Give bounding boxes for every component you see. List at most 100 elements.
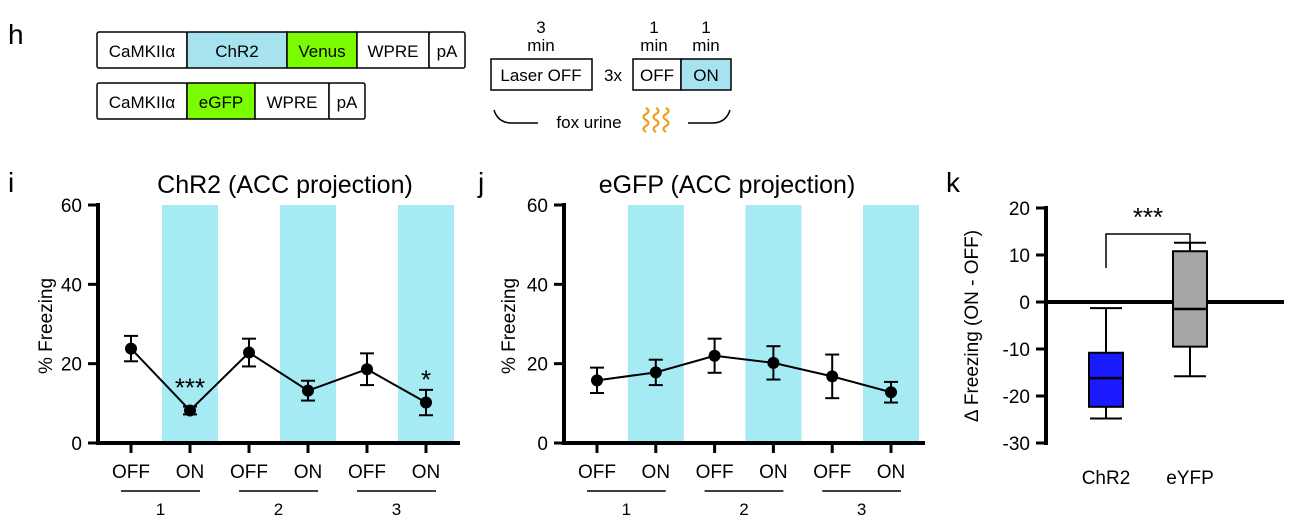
chart-j-data-point	[885, 386, 897, 399]
construct1-opsin-label: ChR2	[215, 42, 258, 61]
protocol-duration-on-number: 1	[701, 18, 710, 37]
chart-j-x-tick-label: ON	[759, 462, 788, 483]
chart-i-title: ChR2 (ACC projection)	[157, 171, 413, 199]
chart-j-x-tick-label: OFF	[696, 462, 734, 483]
chart-k-significance: ***	[1133, 202, 1163, 232]
protocol-duration-on-unit: min	[692, 36, 719, 55]
construct2-pa-box	[328, 82, 366, 120]
chart-j-title: eGFP (ACC projection)	[599, 171, 856, 199]
chart-i-data-point	[184, 404, 196, 417]
chart-j-x-tick-label: ON	[877, 462, 906, 483]
chart-j-y-tick-label: 0	[537, 434, 548, 455]
chart-i-y-tick-label: 0	[71, 434, 82, 455]
construct2-wpre-label: WPRE	[267, 93, 318, 112]
chart-k-y-tick-label: -10	[1003, 340, 1030, 361]
laser-off-label: Laser OFF	[500, 66, 581, 85]
construct2-pa-label: pA	[337, 93, 358, 112]
protocol-duration-off-number: 1	[649, 18, 658, 37]
panel-letter-i: i	[8, 167, 14, 198]
chart-i-data-point	[243, 346, 255, 359]
chart-k-y-tick-label: -30	[1003, 434, 1030, 455]
construct1-promoter-label: CaMKIIα	[109, 42, 176, 61]
chart-k-x-tick-label: eYFP	[1166, 468, 1214, 489]
chart-j-group-label: 2	[739, 500, 748, 519]
chart-i-x-tick-label: OFF	[112, 462, 150, 483]
chart-k-box	[1088, 351, 1124, 408]
chart-j-x-tick-label: OFF	[813, 462, 851, 483]
chart-j-shade-band	[863, 205, 919, 443]
chart-j-y-tick-label: 40	[527, 275, 548, 296]
chart-i-data-point	[361, 363, 373, 376]
chart-j-data-point	[591, 374, 603, 387]
chart-k-y-tick-label: 0	[1019, 293, 1030, 314]
chart-j-data-point	[826, 370, 839, 383]
stimulus-label: fox urine	[556, 113, 621, 132]
construct1-wpre-label: WPRE	[368, 42, 419, 61]
chart-j-x-tick-label: ON	[642, 462, 671, 483]
construct2-reporter-label: eGFP	[199, 93, 243, 112]
chart-k-x-tick-label: ChR2	[1082, 468, 1131, 489]
construct1-reporter-box	[286, 31, 358, 69]
construct2-wpre-box	[254, 82, 330, 120]
laser-off-box	[490, 58, 593, 91]
chart-i-x-tick-label: ON	[176, 462, 205, 483]
construct1-pa-label: pA	[437, 42, 458, 61]
chart-k-significance-bracket	[1105, 233, 1191, 268]
chart-k-y-tick-label: 20	[1009, 199, 1030, 220]
protocol-duration-baseline-unit: min	[527, 36, 554, 55]
chart-i-group-label: 1	[156, 500, 165, 519]
chart-j-group-label: 3	[857, 500, 866, 519]
chart-i-group-label: 2	[274, 500, 283, 519]
chart-i-data-point	[420, 396, 432, 409]
bracket-left	[493, 109, 538, 124]
panel-letter-h: h	[8, 19, 24, 50]
epoch-off-label: OFF	[640, 66, 674, 85]
construct1-pa-box	[428, 31, 466, 69]
chart-i-data-point	[302, 384, 314, 397]
epoch-off-box	[632, 58, 682, 91]
chart-i-x-tick-label: OFF	[348, 462, 386, 483]
chart-j-series-line	[596, 354, 892, 394]
panel-letter-k: k	[946, 167, 961, 198]
chart-k-y-tick-label: 10	[1009, 246, 1030, 267]
chart-k-ylabel: Δ Freezing (ON - OFF)	[962, 230, 983, 422]
chart-i-x-tick-label: OFF	[230, 462, 268, 483]
chart-j-ylabel: % Freezing	[499, 278, 520, 374]
panel-letter-j: j	[477, 167, 484, 198]
chart-i-x-tick-label: ON	[412, 462, 441, 483]
chart-i-significance: *	[421, 365, 431, 395]
chart-i-series-line	[130, 347, 427, 412]
chart-i-data-point	[125, 342, 137, 355]
chart-k-y-tick-label: -20	[1003, 387, 1030, 408]
epoch-on-box	[680, 58, 732, 91]
chart-i-y-tick-label: 20	[61, 355, 82, 376]
protocol-schematic: 3 min 1 min 1 min Laser OFF 3x OFF ON fo…	[490, 18, 732, 133]
construct2-promoter-label: CaMKIIα	[109, 93, 176, 112]
bracket-right	[688, 109, 731, 124]
chart-j-shade-band	[627, 205, 684, 443]
construct1-wpre-box	[356, 31, 430, 69]
chart-j-data-point	[649, 366, 662, 379]
chart-j-y-tick-label: 60	[527, 196, 548, 217]
construct1-opsin-box	[186, 31, 288, 69]
construct-chr2: CaMKIIα ChR2 Venus WPRE pA	[96, 31, 466, 69]
chart-i-group-label: 3	[392, 500, 401, 519]
chart-j-x-tick-label: OFF	[578, 462, 616, 483]
repeat-label: 3x	[604, 66, 622, 85]
construct-egfp: CaMKIIα eGFP WPRE pA	[96, 82, 366, 120]
chart-j-y-tick-label: 20	[527, 355, 548, 376]
chart-i-x-tick-label: ON	[294, 462, 323, 483]
chart-j-shade-band	[745, 205, 802, 443]
chart-i-shade-band	[162, 205, 218, 443]
chart-j-data-point	[708, 349, 721, 362]
chart-i-y-tick-label: 40	[61, 275, 82, 296]
protocol-duration-baseline-number: 3	[536, 18, 545, 37]
protocol-duration-off-unit: min	[640, 36, 667, 55]
chart-i-ylabel: % Freezing	[36, 278, 57, 374]
construct2-reporter-box	[186, 82, 256, 120]
chart-j-data-point	[767, 356, 780, 369]
epoch-on-label: ON	[693, 66, 719, 85]
chart-j-group-label: 1	[622, 500, 631, 519]
